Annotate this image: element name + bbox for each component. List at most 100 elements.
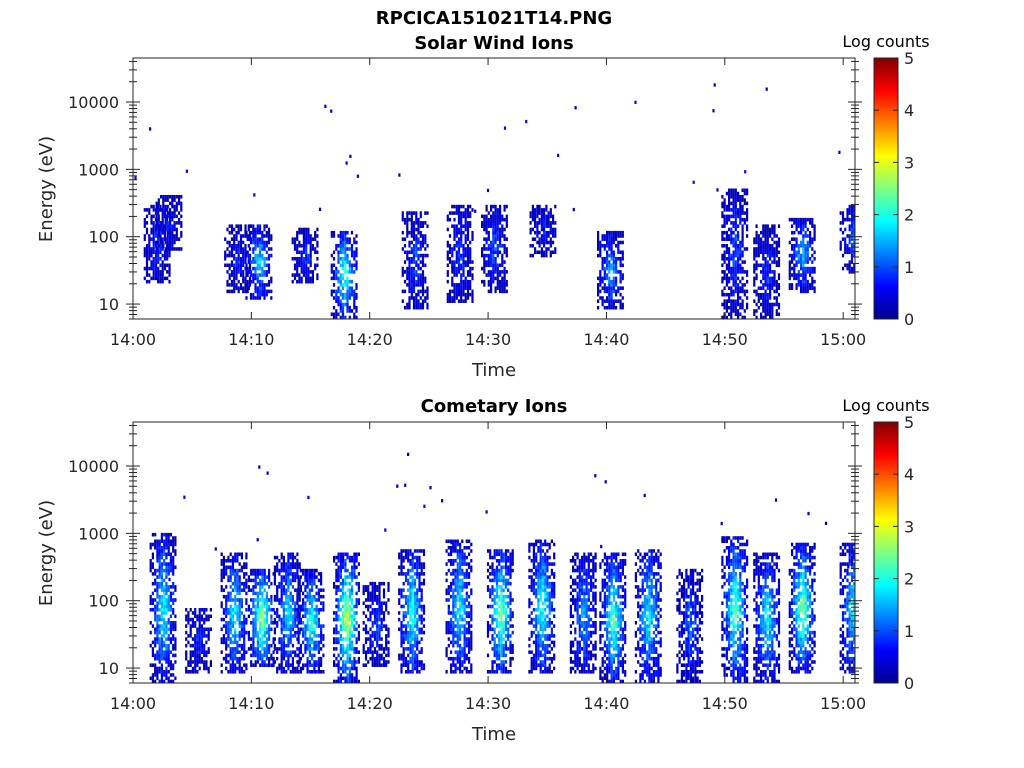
spectrogram-cell — [485, 208, 488, 212]
spectrogram-cell — [337, 653, 340, 658]
spectrogram-cell — [339, 240, 342, 245]
spectrogram-cell — [297, 653, 300, 658]
spectrogram-cell — [380, 643, 383, 648]
spectrogram-cell — [289, 614, 292, 619]
spectrogram-cell — [173, 208, 176, 212]
spectrogram-cell — [259, 624, 262, 628]
spectrogram-cell — [157, 266, 160, 271]
spectrogram-cell — [728, 214, 731, 219]
spectrogram-cell — [307, 270, 310, 274]
spectrogram-cell — [278, 568, 281, 573]
spectrogram-cell — [320, 581, 323, 586]
spectrogram-cell — [401, 214, 404, 219]
spectrogram-cell — [287, 617, 290, 622]
spectrogram-cell — [732, 260, 735, 264]
spectrogram-cell — [333, 627, 336, 632]
spectrogram-cell — [460, 279, 463, 284]
spectrogram-cell — [227, 559, 230, 563]
spectrogram-cell — [151, 572, 154, 576]
spectrogram-cell — [256, 650, 259, 654]
spectrogram-cell — [769, 257, 772, 261]
spectrogram-cell — [483, 244, 486, 248]
spectrogram-cell — [410, 273, 413, 277]
spectrogram-cell — [165, 601, 168, 605]
spectrogram-cell — [744, 170, 747, 174]
spectrogram-cell — [250, 653, 253, 658]
spectrogram-cell — [730, 299, 733, 303]
spectrogram-cell — [723, 305, 726, 310]
spectrogram-cell — [351, 614, 354, 619]
spectrogram-cell — [424, 247, 427, 251]
spectrogram-cell — [615, 305, 618, 310]
spectrogram-cell — [158, 624, 161, 628]
spectrogram-cell — [728, 279, 731, 284]
spectrogram-cell — [376, 621, 379, 625]
spectrogram-cell — [152, 247, 155, 251]
spectrogram-cell — [809, 234, 812, 238]
spectrogram-cell — [791, 260, 794, 264]
spectrogram-cell — [256, 257, 259, 261]
spectrogram-cell — [610, 263, 613, 268]
spectrogram-cell — [261, 634, 264, 638]
spectrogram-cell — [256, 260, 259, 264]
spectrogram-cell — [403, 221, 407, 225]
spectrogram-cell — [348, 627, 351, 632]
spectrogram-cell — [737, 191, 740, 196]
spectrogram-cell — [252, 621, 255, 625]
spectrogram-cell — [376, 660, 379, 664]
spectrogram-cell — [460, 283, 463, 287]
spectrogram-cell — [152, 214, 155, 219]
spectrogram-cell — [220, 650, 223, 654]
spectrogram-cell — [268, 643, 271, 648]
spectrogram-cell — [162, 244, 165, 248]
spectrogram-cell — [174, 627, 177, 632]
spectrogram-cell — [166, 214, 169, 219]
spectrogram-cell — [265, 647, 268, 651]
spectrogram-cell — [455, 224, 458, 228]
spectrogram-cell — [296, 591, 299, 596]
spectrogram-cell — [342, 614, 345, 619]
spectrogram-cell — [406, 253, 409, 258]
spectrogram-cell — [355, 253, 358, 258]
spectrogram-cell — [503, 250, 506, 255]
spectrogram-cell — [203, 627, 206, 632]
spectrogram-cell — [398, 601, 401, 605]
spectrogram-cell — [240, 621, 243, 625]
spectrogram-cell — [417, 299, 420, 303]
spectrogram-cell — [496, 214, 499, 219]
spectrogram-cell — [157, 276, 160, 281]
spectrogram-cell — [276, 650, 279, 654]
spectrogram-cell — [200, 630, 203, 635]
spectrogram-cell — [243, 614, 246, 619]
spectrogram-cell — [308, 653, 311, 658]
spectrogram-cell — [337, 270, 340, 274]
spectrogram-cell — [355, 673, 358, 677]
spectrogram-cell — [721, 279, 724, 284]
spectrogram-cell — [455, 250, 458, 255]
spectrogram-cell — [608, 244, 611, 248]
spectrogram-cell — [285, 617, 288, 622]
spectrogram-cell — [408, 230, 411, 235]
spectrogram-cell — [256, 276, 259, 281]
spectrogram-cell — [373, 598, 377, 602]
spectrogram-cell — [226, 227, 229, 232]
spectrogram-cell — [811, 266, 814, 271]
spectrogram-cell — [741, 224, 744, 228]
spectrogram-cell — [180, 221, 183, 225]
spectrogram-cell — [320, 588, 323, 592]
spectrogram-cell — [256, 253, 259, 258]
spectrogram-cell — [455, 257, 458, 261]
spectrogram-cell — [171, 237, 174, 241]
spectrogram-cell — [451, 250, 454, 255]
spectrogram-cell — [800, 279, 803, 284]
spectrogram-cell — [353, 679, 356, 684]
spectrogram-cell — [280, 621, 283, 625]
spectrogram-cell — [398, 617, 401, 622]
spectrogram-cell — [723, 224, 726, 228]
spectrogram-cell — [730, 195, 733, 199]
spectrogram-cell — [302, 591, 305, 596]
spectrogram-cell — [757, 292, 760, 297]
spectrogram-cell — [853, 266, 856, 271]
spectrogram-cell — [235, 244, 238, 248]
spectrogram-cell — [367, 660, 370, 664]
